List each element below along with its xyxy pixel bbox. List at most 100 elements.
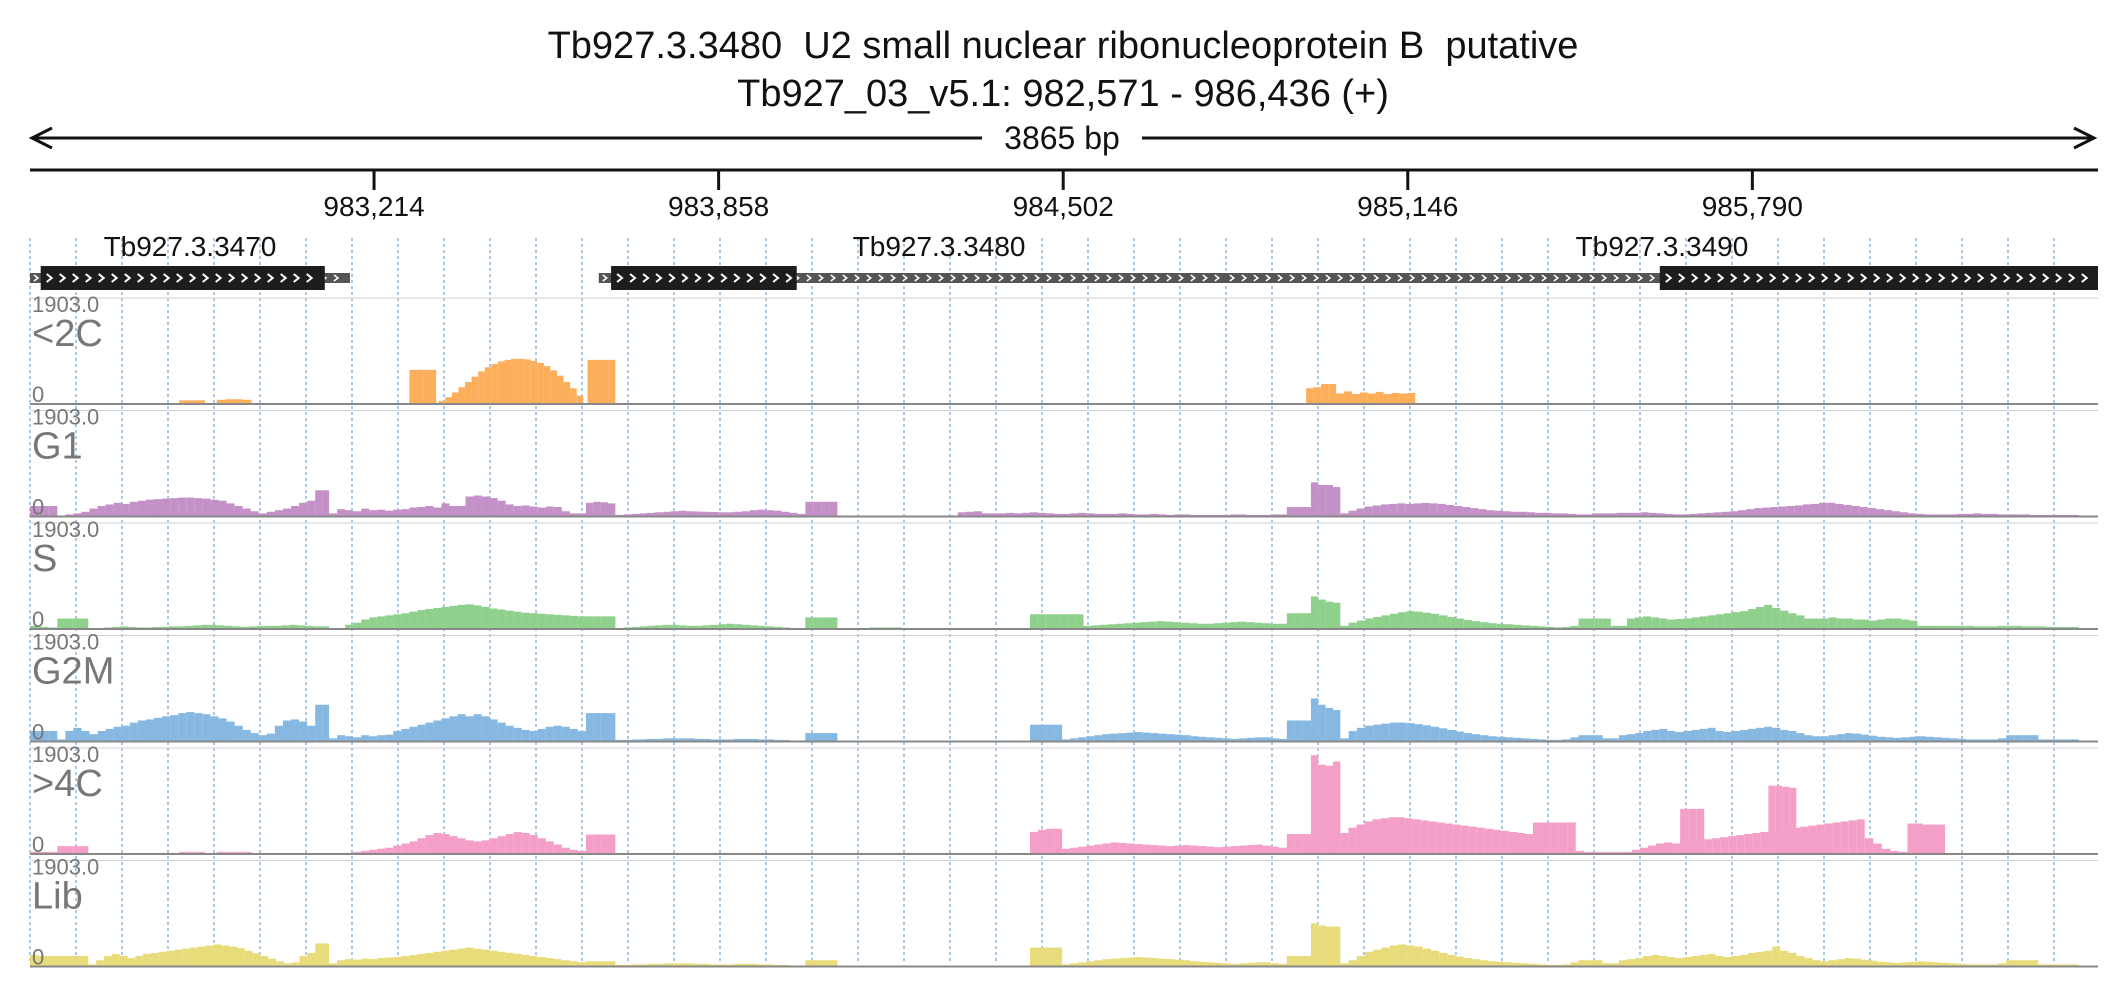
coverage-bar: [1949, 963, 1958, 967]
coverage-bar: [1391, 392, 1400, 404]
coverage-bar: [137, 500, 146, 517]
coverage-bar: [1518, 511, 1528, 517]
strand-arrow: [1349, 274, 1356, 282]
coverage-bar: [1762, 507, 1771, 517]
coverage-bar: [441, 503, 450, 517]
coverage-bar: [1436, 822, 1445, 854]
coverage-bar: [458, 387, 466, 404]
coverage-bar: [1447, 729, 1456, 742]
coverage-bar: [57, 739, 66, 742]
coverage-bar: [385, 510, 394, 517]
strand-arrow: [111, 273, 119, 283]
strand-arrow: [866, 274, 873, 282]
coverage-bar: [1659, 728, 1668, 742]
coverage-bar: [1470, 508, 1479, 517]
coverage-bar: [513, 505, 522, 517]
strand-arrow: [1301, 274, 1308, 282]
coverage-bar: [369, 617, 378, 629]
coverage-bar: [489, 719, 498, 742]
coverage-bar: [2022, 735, 2031, 742]
coverage-bar: [353, 959, 362, 967]
coverage-bar: [1156, 621, 1165, 629]
coverage-bar: [218, 500, 227, 517]
strand-arrow: [668, 273, 676, 283]
coverage-bar: [1126, 843, 1135, 854]
coverage-bar: [1586, 618, 1595, 629]
coverage-bar: [1828, 735, 1837, 742]
coverage-bar: [307, 500, 316, 517]
coverage-bar: [1420, 820, 1429, 854]
coverage-bar: [1038, 724, 1047, 742]
coverage-bar: [1908, 513, 1917, 517]
coverage-bar: [521, 612, 530, 629]
coverage-bar: [1788, 613, 1797, 629]
coverage-bar: [170, 715, 179, 742]
coverage-bar: [2006, 735, 2015, 742]
coverage-bar: [353, 511, 362, 517]
coverage-bar: [72, 955, 81, 967]
coverage-bar: [280, 625, 289, 629]
coverage-bar: [1124, 623, 1133, 629]
coverage-bar: [1681, 514, 1690, 517]
strand-arrow: [1397, 274, 1404, 282]
coverage-bar: [1618, 735, 1627, 742]
coverage-bar: [1729, 511, 1739, 517]
coverage-bar: [1484, 828, 1493, 854]
coverage-bar: [457, 604, 466, 629]
track-ymax-label: 1903.0: [32, 517, 99, 542]
coverage-bar: [48, 851, 58, 854]
coverage-bar: [1933, 962, 1942, 967]
strand-arrow: [1142, 274, 1149, 282]
coverage-bar: [593, 713, 601, 742]
coverage-bar: [1965, 513, 1974, 517]
coverage-bar: [654, 512, 663, 517]
coverage-bar: [702, 511, 711, 517]
coverage-bar: [1254, 737, 1263, 742]
coverage-bar: [1915, 823, 1923, 854]
coverage-bar: [1110, 842, 1119, 854]
coverage-bar: [1941, 962, 1950, 967]
coverage-bar: [1640, 512, 1649, 517]
coverage-bar: [449, 836, 458, 854]
coverage-bar: [1286, 613, 1295, 629]
track-ymax-label: 1903.0: [32, 405, 99, 430]
track-ymax-label: 1903.0: [32, 742, 99, 767]
coverage-bar: [417, 724, 426, 742]
coverage-bar: [465, 716, 474, 742]
track-name: Lib: [32, 876, 83, 918]
coverage-bar: [1890, 850, 1899, 854]
coverage-bar: [537, 957, 546, 967]
coverage-bar: [457, 505, 466, 517]
strand-arrow: [1409, 274, 1416, 282]
coverage-bar: [1445, 504, 1455, 517]
gene-label: Tb927.3.3480: [853, 231, 1026, 262]
coverage-bar: [268, 958, 277, 967]
coverage-bar: [1325, 484, 1334, 517]
coverage-bar: [409, 841, 418, 854]
coverage-bar: [1238, 845, 1247, 854]
x-tick-label: 985,790: [1702, 191, 1803, 222]
coverage-bar: [1907, 823, 1916, 854]
coverage-bar: [1527, 512, 1536, 517]
coverage-bar: [197, 946, 206, 967]
coverage-bar: [694, 625, 703, 629]
coverage-bar: [741, 963, 750, 967]
coverage-bar: [1348, 730, 1357, 742]
coverage-bar: [438, 400, 446, 404]
coverage-bar: [577, 513, 586, 517]
coverage-bar: [96, 960, 104, 967]
coverage-bar: [1348, 827, 1357, 854]
coverage-bar: [607, 713, 616, 742]
coverage-bar: [1543, 512, 1552, 517]
coverage-bar: [385, 615, 394, 629]
coverage-bar: [1107, 624, 1117, 629]
coverage-bar: [537, 507, 546, 517]
coverage-bar: [734, 624, 742, 629]
coverage-bar: [1397, 722, 1407, 742]
coverage-bar: [1840, 821, 1849, 854]
track-ymax-label: 1903.0: [32, 855, 99, 880]
coverage-bar: [1094, 735, 1103, 742]
coverage-bar: [1102, 959, 1111, 967]
coverage-bar: [1532, 822, 1542, 854]
coverage-bar: [662, 624, 671, 629]
